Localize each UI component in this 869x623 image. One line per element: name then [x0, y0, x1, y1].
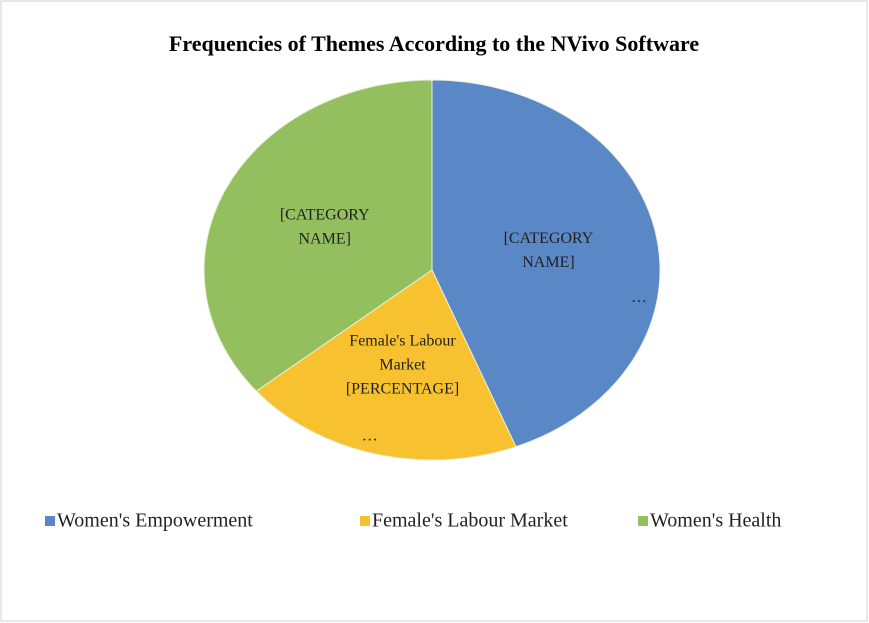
chart: Frequencies of Themes According to the N… [0, 0, 869, 623]
data-label: Market [379, 356, 426, 373]
data-label: [PERCENTAGE] [346, 380, 459, 397]
legend-label: Women's Empowerment [57, 510, 253, 532]
data-label: NAME] [299, 231, 351, 248]
data-label: NAME] [522, 254, 574, 271]
legend-swatch [638, 516, 648, 526]
data-label: [CATEGORY [280, 207, 370, 224]
data-label: [CATEGORY [504, 230, 594, 247]
legend-swatch [360, 516, 370, 526]
data-label: Female's Labour [349, 332, 456, 349]
legend-swatch [45, 516, 55, 526]
legend-label: Female's Labour Market [372, 510, 568, 532]
legend-label: Women's Health [650, 510, 781, 532]
data-label: … [362, 428, 378, 445]
page: {"chart_data": {"type": "pie", "title": … [0, 0, 869, 623]
chart-title: Frequencies of Themes According to the N… [169, 31, 699, 56]
data-label: … [631, 289, 647, 306]
